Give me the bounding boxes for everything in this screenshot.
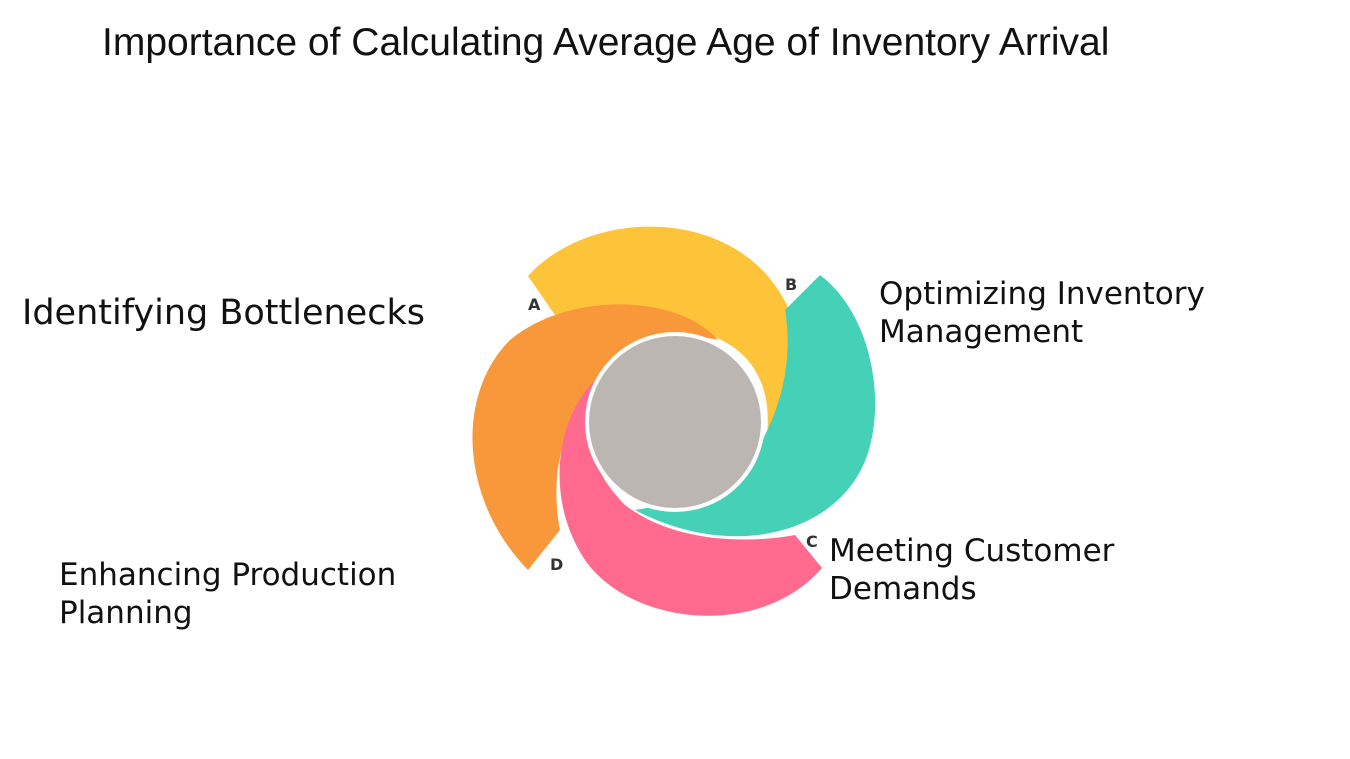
center-circle-fill	[589, 336, 761, 508]
segment-c-letter: C	[806, 532, 818, 551]
diagram-title: Importance of Calculating Average Age of…	[102, 21, 1110, 64]
segment-d-shape	[472, 304, 718, 570]
segment-a-letter: A	[528, 295, 541, 314]
label-optimizing-inventory-management: Optimizing Inventory Management	[879, 276, 1205, 350]
segment-c-shape	[559, 380, 822, 616]
segment-b-shape	[635, 275, 876, 537]
label-identifying-bottlenecks: Identifying Bottlenecks	[22, 293, 425, 333]
label-enhancing-production-planning: Enhancing Production Planning	[59, 557, 397, 631]
label-meeting-customer-demands: Meeting Customer Demands	[829, 533, 1115, 607]
segment-d-letter: D	[550, 555, 563, 574]
segment-a-shape	[528, 226, 799, 465]
segment-b-letter: B	[785, 275, 797, 294]
